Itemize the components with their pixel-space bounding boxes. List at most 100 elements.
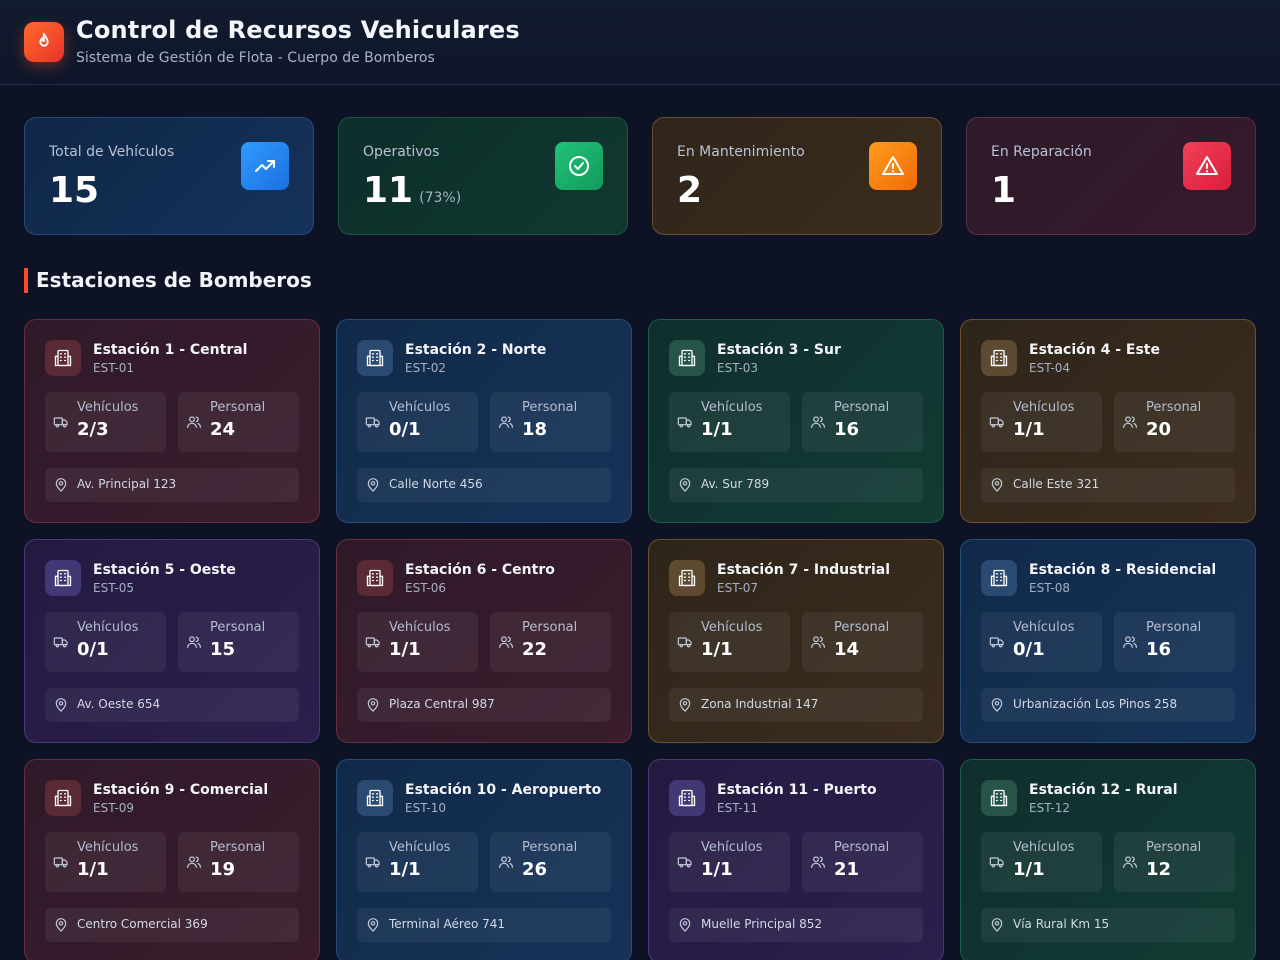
vehicles-box: Vehículos 1/1 [45,832,166,892]
staff-label: Personal [522,620,578,635]
vehicles-label: Vehículos [1013,620,1075,635]
vehicles-label: Vehículos [389,840,451,855]
users-icon [498,414,514,434]
staff-box: Personal 12 [1114,832,1235,892]
building-icon [981,340,1017,376]
station-card-3[interactable]: Estación 3 - Sur EST-03 Vehículos 1/1 Pe… [648,319,944,523]
vehicles-label: Vehículos [389,400,451,415]
address-text: Centro Comercial 369 [77,917,208,931]
address-text: Av. Oeste 654 [77,697,161,711]
building-icon [45,560,81,596]
users-icon [1122,854,1138,874]
stat-label: En Reparación [991,144,1092,160]
station-card-6[interactable]: Estación 6 - Centro EST-06 Vehículos 1/1… [336,539,632,743]
truck-icon [989,854,1005,874]
truck-icon [365,854,381,874]
stat-card-mantenimiento[interactable]: En Mantenimiento 2 [652,117,942,235]
staff-box: Personal 19 [178,832,299,892]
station-name: Estación 4 - Este [1029,342,1160,358]
map-pin-icon [53,917,69,937]
station-address[interactable]: Urbanización Los Pinos 258 [981,688,1235,722]
users-icon [810,414,826,434]
truck-icon [365,634,381,654]
station-card-2[interactable]: Estación 2 - Norte EST-02 Vehículos 0/1 … [336,319,632,523]
station-code: EST-03 [717,361,759,375]
vehicles-box: Vehículos 1/1 [981,832,1102,892]
users-icon [810,854,826,874]
address-text: Av. Principal 123 [77,477,177,491]
station-address[interactable]: Av. Oeste 654 [45,688,299,722]
staff-value: 15 [210,639,236,660]
station-address[interactable]: Av. Principal 123 [45,468,299,502]
staff-value: 22 [522,639,548,660]
users-icon [498,634,514,654]
station-card-8[interactable]: Estación 8 - Residencial EST-08 Vehículo… [960,539,1256,743]
warning-icon [869,142,917,190]
station-address[interactable]: Muelle Principal 852 [669,908,923,942]
stat-card-operativos[interactable]: Operativos 11 (73%) [338,117,628,235]
warning-icon [1183,142,1231,190]
vehicles-value: 1/1 [701,419,733,440]
vehicles-box: Vehículos 0/1 [357,392,478,452]
station-address[interactable]: Zona Industrial 147 [669,688,923,722]
staff-label: Personal [834,840,890,855]
station-address[interactable]: Calle Este 321 [981,468,1235,502]
staff-label: Personal [1146,840,1202,855]
app-header: Control de Recursos Vehiculares Sistema … [0,0,1280,85]
map-pin-icon [365,477,381,497]
map-pin-icon [989,477,1005,497]
staff-label: Personal [210,840,266,855]
map-pin-icon [989,697,1005,717]
truck-icon [53,854,69,874]
station-card-10[interactable]: Estación 10 - Aeropuerto EST-10 Vehículo… [336,759,632,960]
address-text: Muelle Principal 852 [701,917,823,931]
truck-icon [989,414,1005,434]
vehicles-label: Vehículos [701,400,763,415]
section-title: Estaciones de Bomberos [24,268,312,293]
vehicles-box: Vehículos 1/1 [981,392,1102,452]
station-code: EST-04 [1029,361,1071,375]
building-icon [45,340,81,376]
staff-label: Personal [210,400,266,415]
stat-card-reparacion[interactable]: En Reparación 1 [966,117,1256,235]
vehicles-label: Vehículos [701,840,763,855]
station-card-7[interactable]: Estación 7 - Industrial EST-07 Vehículos… [648,539,944,743]
stat-card-total[interactable]: Total de Vehículos 15 [24,117,314,235]
staff-box: Personal 16 [1114,612,1235,672]
address-text: Urbanización Los Pinos 258 [1013,697,1178,711]
station-card-1[interactable]: Estación 1 - Central EST-01 Vehículos 2/… [24,319,320,523]
users-icon [186,854,202,874]
station-address[interactable]: Av. Sur 789 [669,468,923,502]
stat-value: 2 [677,170,703,211]
station-name: Estación 5 - Oeste [93,562,236,578]
staff-box: Personal 22 [490,612,611,672]
station-card-4[interactable]: Estación 4 - Este EST-04 Vehículos 1/1 P… [960,319,1256,523]
vehicles-label: Vehículos [1013,840,1075,855]
vehicles-value: 1/1 [701,639,733,660]
station-card-12[interactable]: Estación 12 - Rural EST-12 Vehículos 1/1… [960,759,1256,960]
vehicles-label: Vehículos [77,620,139,635]
building-icon [45,780,81,816]
station-address[interactable]: Calle Norte 456 [357,468,611,502]
station-card-5[interactable]: Estación 5 - Oeste EST-05 Vehículos 0/1 … [24,539,320,743]
staff-value: 20 [1146,419,1172,440]
vehicles-value: 0/1 [389,419,421,440]
staff-box: Personal 26 [490,832,611,892]
users-icon [498,854,514,874]
station-card-9[interactable]: Estación 9 - Comercial EST-09 Vehículos … [24,759,320,960]
station-address[interactable]: Vía Rural Km 15 [981,908,1235,942]
building-icon [981,780,1017,816]
station-name: Estación 9 - Comercial [93,782,269,798]
station-card-11[interactable]: Estación 11 - Puerto EST-11 Vehículos 1/… [648,759,944,960]
users-icon [1122,634,1138,654]
station-address[interactable]: Plaza Central 987 [357,688,611,722]
building-icon [669,560,705,596]
staff-box: Personal 18 [490,392,611,452]
trending-up-icon [241,142,289,190]
users-icon [1122,414,1138,434]
station-address[interactable]: Centro Comercial 369 [45,908,299,942]
station-address[interactable]: Terminal Aéreo 741 [357,908,611,942]
station-code: EST-06 [405,581,447,595]
staff-value: 16 [834,419,860,440]
vehicles-box: Vehículos 1/1 [669,392,790,452]
